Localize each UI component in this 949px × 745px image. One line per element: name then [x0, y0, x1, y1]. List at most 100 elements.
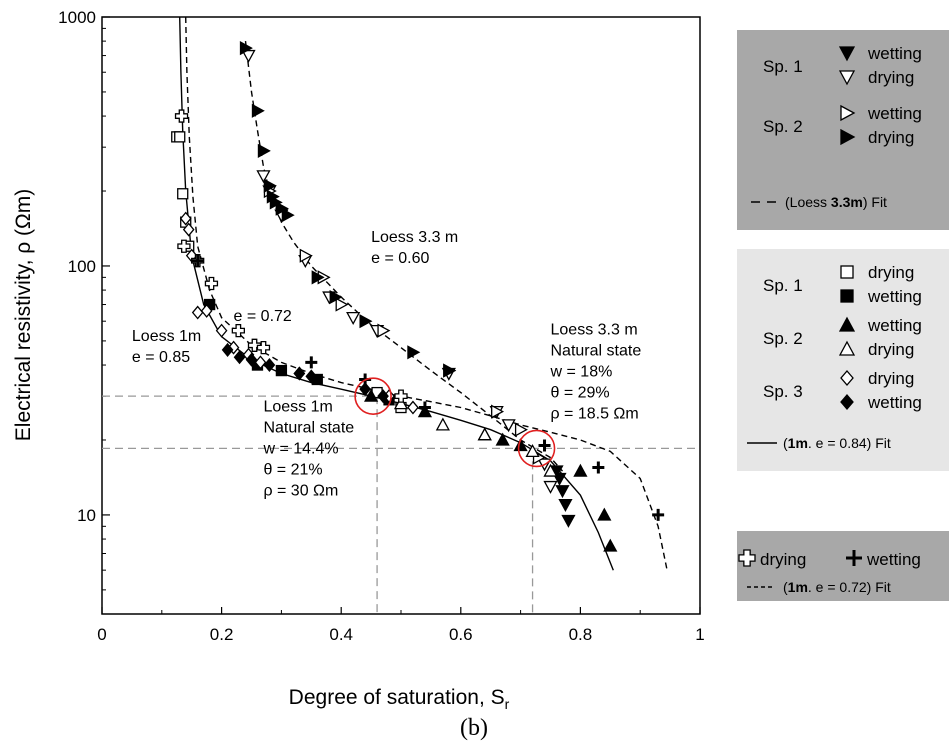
legend-fit-suffix: ) Fit [863, 194, 887, 210]
data-point [477, 427, 492, 441]
data-point-shape [281, 208, 295, 223]
data-point-shape [393, 396, 409, 410]
data-point [239, 41, 253, 56]
data-point-shape [514, 422, 528, 437]
legend-marker [840, 394, 854, 410]
data-point [177, 188, 189, 200]
legend-entry-label: wetting [866, 550, 921, 569]
data-point-shape [239, 41, 253, 56]
legend-entry-label: wetting [867, 104, 922, 123]
data-point [281, 208, 295, 223]
data-point-shape [359, 382, 371, 397]
data-point [275, 364, 288, 377]
annotation-line: Natural state [551, 343, 642, 360]
data-point-shape [435, 417, 450, 431]
data-point [394, 389, 408, 403]
legend-marker-shape [840, 370, 854, 386]
data-point-shape [233, 350, 246, 365]
data-point-shape [364, 388, 379, 402]
data-point [241, 49, 256, 63]
data-point-shape [477, 427, 492, 441]
data-point [603, 538, 618, 552]
annotation-line: e = 0.72 [234, 308, 292, 325]
legend-marker-shape [838, 70, 856, 86]
data-point-shape [359, 314, 373, 329]
legend-marker [838, 340, 856, 356]
data-point [329, 289, 343, 305]
data-point [407, 345, 421, 360]
data-point-shape [275, 364, 288, 377]
legend-fit-suffix: . e = 0.84) Fit [808, 435, 891, 451]
data-point-shape [329, 289, 343, 305]
legend-specimen-label: Sp. 2 [763, 117, 803, 136]
legend-entry-label: wetting [867, 287, 922, 306]
legend-marker [840, 104, 856, 122]
data-point [597, 507, 612, 521]
legend-entry-label: drying [868, 340, 914, 359]
x-tick-label: 1 [695, 625, 704, 644]
data-point-shape [495, 432, 510, 446]
data-point-shape [257, 143, 271, 158]
data-point [200, 303, 213, 318]
legend-entry-label: wetting [867, 393, 922, 412]
legend-entry-label: wetting [867, 44, 922, 63]
data-point-shape [543, 480, 558, 494]
data-point-shape [177, 239, 191, 253]
legend-specimen-label: Sp. 1 [763, 276, 803, 295]
y-tick-label: 10 [77, 506, 96, 525]
legend-fit-bold: 1m [788, 435, 808, 451]
data-point-shape [346, 312, 361, 326]
legend-marker-shape [838, 316, 856, 332]
annotation-line: Loess 1m [263, 399, 332, 416]
data-point [418, 401, 431, 414]
data-point [561, 514, 576, 528]
data-point [177, 239, 191, 253]
legend-area: Sp. 1 wetting drying Sp. 2 wetting drying (Loe… [737, 30, 949, 601]
data-point [377, 323, 391, 338]
data-point-shape [597, 507, 612, 521]
legend-entry-label: drying [868, 128, 914, 147]
data-point-shape [182, 222, 195, 237]
legend-marker [840, 128, 856, 146]
data-point-shape [525, 444, 540, 458]
data-point-shape [513, 438, 528, 452]
data-point [393, 396, 409, 410]
legend-marker-shape [840, 394, 854, 410]
data-point [407, 400, 419, 415]
data-point-shape [200, 303, 213, 318]
annotation-line: e = 0.85 [132, 349, 190, 366]
legend-fit-prefix: ( [783, 579, 788, 595]
legend-fit-label: (1m. e = 0.72) Fit [783, 579, 891, 595]
legend-marker [840, 289, 854, 303]
data-point-shape [652, 508, 665, 521]
legend-entry-label: drying [868, 68, 914, 87]
data-point [305, 369, 318, 384]
x-tick-label: 0.2 [210, 625, 234, 644]
data-point-shape [335, 297, 349, 312]
plot-area: 0 0.2 0.4 0.6 0.8 1 10 100 1000 Loess 3.3 m e = 0.… [58, 8, 705, 644]
annotation-line: Loess 3.3 m [371, 229, 458, 246]
data-point [293, 366, 306, 381]
data-point [652, 508, 665, 521]
data-point-shape [179, 211, 192, 226]
data-point [555, 485, 570, 499]
legend-entry-label: wetting [867, 316, 922, 335]
legend-1m: Sp. 1 drying wetting Sp. 2 wetting drying Sp. … [737, 249, 949, 471]
legend-marker [838, 46, 856, 62]
data-point-shape [204, 276, 219, 291]
annotation-line: Natural state [263, 420, 354, 437]
legend-entry-label: drying [760, 550, 806, 569]
legend-marker [840, 370, 854, 386]
legend-fit-bold: 1m [788, 579, 808, 595]
data-point-shape [299, 248, 313, 263]
data-point [231, 323, 245, 338]
data-point-shape [311, 270, 325, 285]
legend-marker-shape [840, 128, 856, 146]
data-point-shape [538, 439, 551, 452]
legend-fit-prefix: (Loess [785, 194, 831, 210]
data-point [191, 254, 204, 267]
data-point-shape [241, 49, 256, 63]
data-point-shape [256, 170, 271, 184]
data-point-shape [191, 254, 204, 267]
data-point [491, 404, 505, 419]
